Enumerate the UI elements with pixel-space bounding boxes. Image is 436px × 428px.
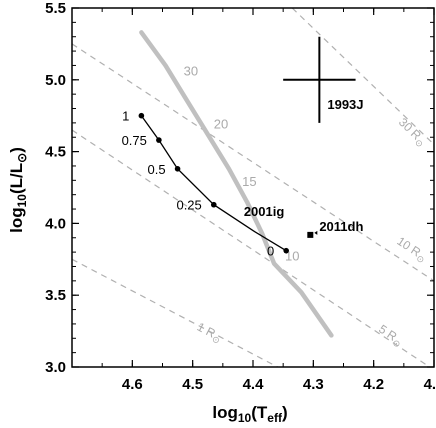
x-tick-label: 4.5: [182, 376, 203, 393]
x-axis-ticks: 4.6 4.5 4.4 4.3 4.2 4.1: [101, 8, 436, 393]
x-axis-title: log10(Teff): [212, 403, 287, 425]
radius-line-label: 1 R⊙: [194, 320, 225, 346]
main-sequence: 30 20 15 10: [139, 30, 334, 338]
track-point: [283, 247, 289, 254]
y-tick-label: 3.5: [45, 287, 66, 304]
solar-symbol: ⊙: [415, 253, 427, 266]
mass-label: 30: [184, 63, 198, 78]
y-axis-ticks: 3.0 3.5 4.0 4.5 5.0 5.5: [45, 0, 434, 376]
track-point-label: 0.25: [176, 198, 201, 213]
object-label: 2001ig: [244, 204, 285, 219]
track-point-label: 0.75: [122, 133, 147, 148]
track-point-label: 0: [267, 244, 274, 259]
object-marker: [307, 231, 314, 238]
mass-label: 10: [285, 249, 299, 264]
radius-line: [72, 43, 434, 282]
objects: 2001ig 2011dh: [244, 204, 363, 238]
x-tick-label: 4.4: [243, 376, 265, 393]
radius-line: [72, 258, 279, 367]
radius-line-label: 30 R⊙: [395, 115, 430, 149]
x-tick-label: 4.3: [303, 376, 324, 393]
error-bar: 1993J: [283, 36, 364, 123]
mass-label: 20: [214, 117, 228, 132]
track-point: [156, 137, 162, 143]
object-arrow: [314, 230, 318, 235]
track-point: [138, 112, 145, 119]
y-tick-label: 5.0: [45, 72, 66, 89]
black-track: 1 0.750.5 0.25 0: [122, 109, 289, 259]
main-sequence-line: [139, 30, 334, 338]
mass-label: 15: [242, 174, 256, 189]
x-tick-label: 4.1: [424, 376, 436, 393]
object-label: 2011dh: [319, 219, 363, 234]
track-line: [140, 115, 287, 252]
track-point: [174, 166, 181, 172]
track-point-label: 0.5: [148, 162, 166, 177]
y-tick-label: 5.5: [45, 0, 66, 17]
solar-symbol: ⊙: [210, 334, 221, 346]
radius-line-label: 5 R⊙: [375, 322, 406, 350]
x-tick-label: 4.2: [363, 376, 384, 393]
x-tick-label: 4.6: [122, 376, 143, 393]
track-point: [210, 201, 217, 208]
solar-symbol: ⊙: [391, 337, 403, 350]
y-tick-label: 3.0: [45, 359, 66, 376]
y-axis-title: log10(L/L⊙): [7, 147, 29, 233]
y-tick-label: 4.0: [45, 215, 66, 232]
error-bar-label: 1993J: [327, 97, 363, 112]
track-point-label: 1: [122, 109, 129, 124]
y-tick-label: 4.5: [45, 144, 66, 161]
radius-line-label: 10 R⊙: [393, 234, 429, 265]
